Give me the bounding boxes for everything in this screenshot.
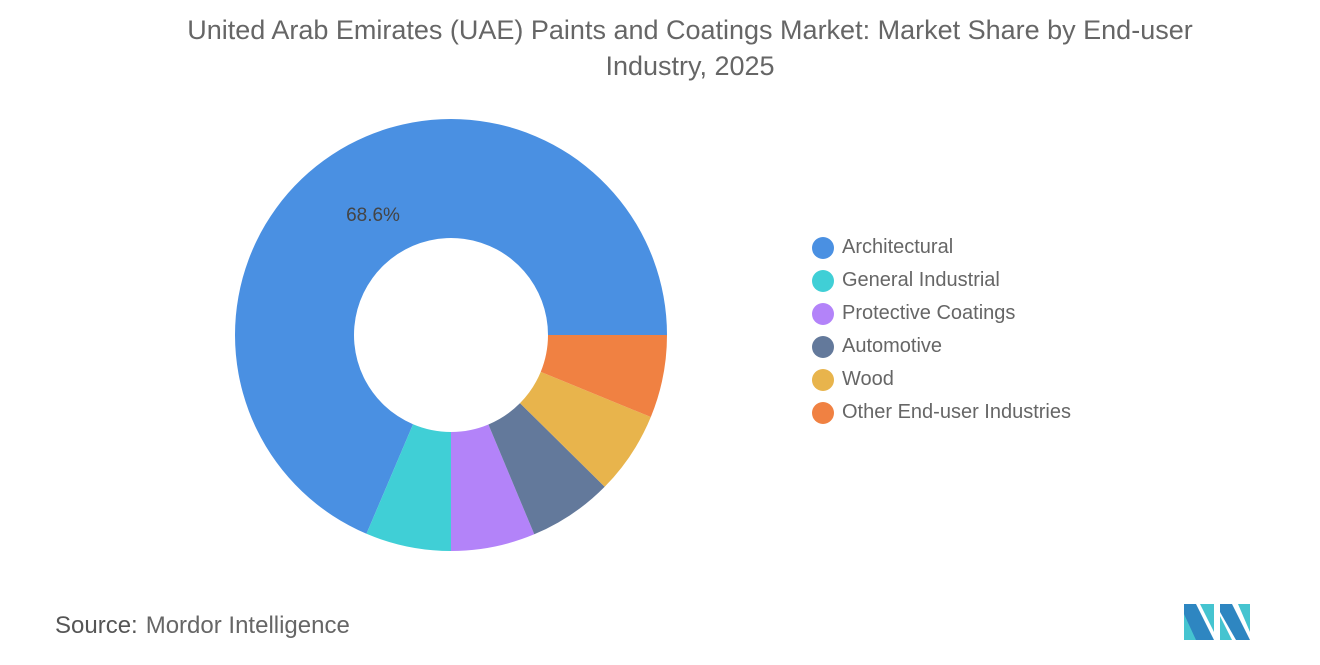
source-label: Source: — [55, 612, 138, 639]
legend-item: Wood — [812, 363, 1071, 396]
legend-item: Automotive — [812, 330, 1071, 363]
legend-marker-icon — [812, 368, 834, 391]
chart-title: United Arab Emirates (UAE) Paints and Co… — [187, 15, 1193, 81]
data-label: 68.6% — [346, 205, 400, 226]
legend-item: Other End-user Industries — [812, 396, 1071, 429]
legend-item: General Industrial — [812, 264, 1071, 297]
source-note: Source: Mordor Intelligence — [55, 612, 350, 640]
legend-label: General Industrial — [842, 269, 1000, 291]
legend-label: Other End-user Industries — [842, 401, 1071, 423]
slice-automotive — [488, 403, 605, 535]
legend-marker-icon — [812, 401, 834, 424]
mordor-logo-icon — [1184, 604, 1250, 640]
legend-label: Automotive — [842, 335, 943, 357]
source-value: Mordor Intelligence — [145, 612, 350, 639]
legend-marker-icon — [812, 335, 834, 358]
slice-other-end-user-industries — [540, 335, 667, 418]
slice-wood — [520, 371, 651, 487]
legend-item: Architectural — [812, 231, 1071, 264]
legend-item: Protective Coatings — [812, 297, 1071, 330]
slice-general-industrial — [366, 424, 451, 551]
slice-protective-coatings — [451, 424, 535, 551]
legend-marker-icon — [812, 269, 834, 292]
legend-label: Wood — [842, 368, 894, 390]
legend-marker-icon — [812, 302, 834, 325]
legend-label: Protective Coatings — [842, 302, 1016, 324]
legend-label: Architectural — [842, 236, 954, 258]
donut-chart: 68.6% — [235, 119, 668, 551]
legend: Architectural General Industrial Protectiv… — [812, 231, 1071, 429]
legend-marker-icon — [812, 236, 834, 259]
slice-architectural — [235, 119, 668, 534]
